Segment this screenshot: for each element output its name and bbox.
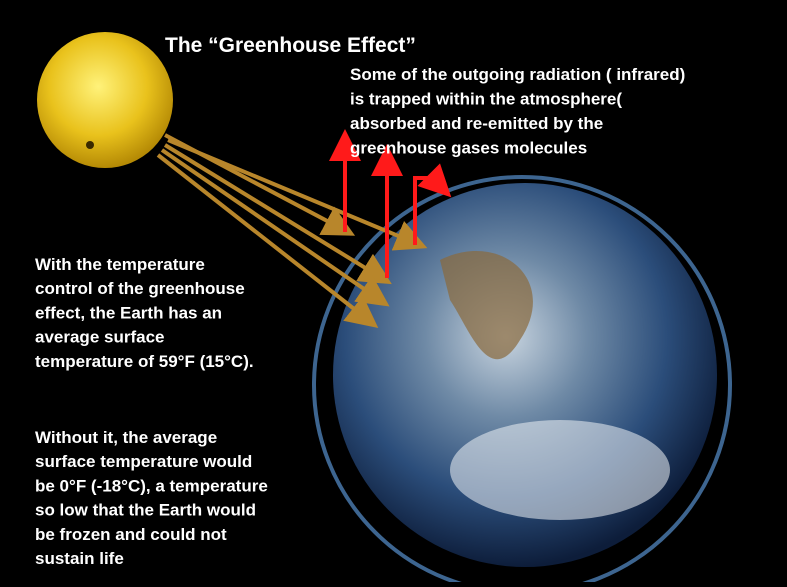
note-line: average surface: [35, 328, 164, 347]
note-line: surface temperature would: [35, 452, 252, 471]
note-line: temperature of 59°F (15°C).: [35, 352, 254, 371]
note-line: effect, the Earth has an: [35, 303, 222, 322]
note-line: Without it, the average: [35, 428, 217, 447]
note-line: is trapped within the atmosphere(: [350, 90, 622, 109]
note-line: control of the greenhouse: [35, 279, 245, 298]
sun: [37, 32, 173, 168]
note-line: be frozen and could not: [35, 525, 227, 544]
note-line: Some of the outgoing radiation ( infrare…: [350, 65, 685, 84]
slide: The “Greenhouse Effect” Some of the outg…: [0, 0, 787, 582]
title: The “Greenhouse Effect”: [165, 34, 416, 57]
note-line: be 0°F (-18°C), a temperature: [35, 476, 268, 495]
note-line: sustain life: [35, 549, 124, 568]
note-line: absorbed and re-emitted by the: [350, 114, 603, 133]
note-line: greenhouse gases molecules: [350, 139, 587, 158]
sunspot: [86, 141, 94, 149]
note-line: With the temperature: [35, 255, 205, 274]
earth-clouds: [450, 420, 670, 520]
note-line: so low that the Earth would: [35, 501, 256, 520]
